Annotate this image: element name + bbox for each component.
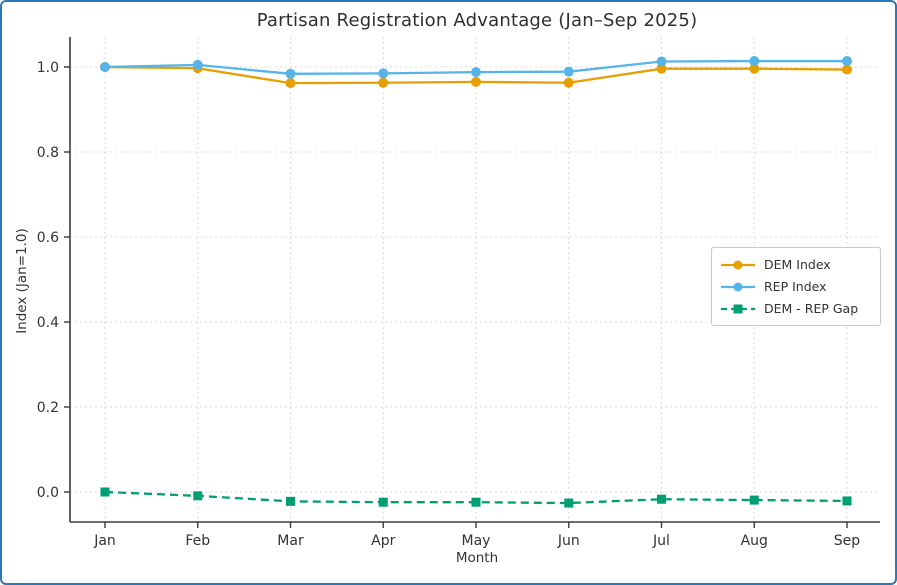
y-axis-label: Index (Jan=1.0) [14,228,30,334]
y-tick-label: 0.2 [37,400,59,416]
dem-rep-gap-marker [657,494,666,504]
legend-entry: REP Index [720,277,870,296]
y-tick-label: 0.6 [37,230,59,246]
dem-rep-gap-marker [471,497,481,507]
x-tick-label: Mar [277,533,304,549]
dem-rep-gap-marker [100,487,110,497]
x-tick-label: Apr [371,533,395,549]
rep-index-marker [100,62,110,72]
rep-index-marker [285,68,296,79]
legend: DEM Index REP Index DEM - REP Gap [711,247,881,326]
dem-index-marker [656,63,667,74]
rep-index-marker [656,56,667,67]
dem-rep-gap-marker [564,498,574,508]
legend-label: DEM - REP Gap [764,301,859,316]
x-tick-label: Jun [557,533,580,549]
dem-index-marker [563,77,574,88]
legend-label: REP Index [764,279,827,294]
legend-entry: DEM Index [720,255,870,274]
dem-rep-gap-marker [378,497,388,507]
x-tick-label: Feb [185,533,210,549]
dem-rep-gap-marker [842,496,852,506]
dem-rep-gap-marker [286,496,295,506]
x-tick-label: Aug [741,533,768,549]
rep-index-marker [378,68,389,79]
x-tick-label: Jan [93,533,116,549]
dem-index-legend-sample-icon [721,260,755,269]
x-axis-label: Month [455,550,499,566]
y-tick-label: 0.0 [37,485,59,501]
rep-index-marker [192,59,203,70]
y-tick-label: 0.8 [37,145,59,161]
rep-index-marker [563,66,574,77]
rep-index-legend-sample-icon [721,282,755,291]
dem-index-marker [842,64,852,75]
dem-index-marker [285,78,296,89]
legend-entry: DEM - REP Gap [720,299,870,318]
x-tick-label: Sep [834,533,861,549]
x-tick-label: May [462,533,491,549]
legend-label: DEM Index [764,257,831,272]
y-tick-label: 1.0 [37,60,59,76]
chart-title: Partisan Registration Advantage (Jan–Sep… [256,10,698,31]
dem-index-marker [378,77,389,88]
dem-index-marker [471,76,481,87]
dem-rep-gap-legend-sample-icon [721,304,755,313]
rep-index-marker [749,56,760,67]
y-tick-label: 0.4 [37,315,59,331]
dem-rep-gap-marker [193,491,203,501]
x-tick-label: Jul [652,533,670,549]
rep-index-marker [842,56,852,67]
dem-index-marker [749,63,760,74]
dem-rep-gap-marker [749,495,759,505]
rep-index-marker [471,67,481,78]
